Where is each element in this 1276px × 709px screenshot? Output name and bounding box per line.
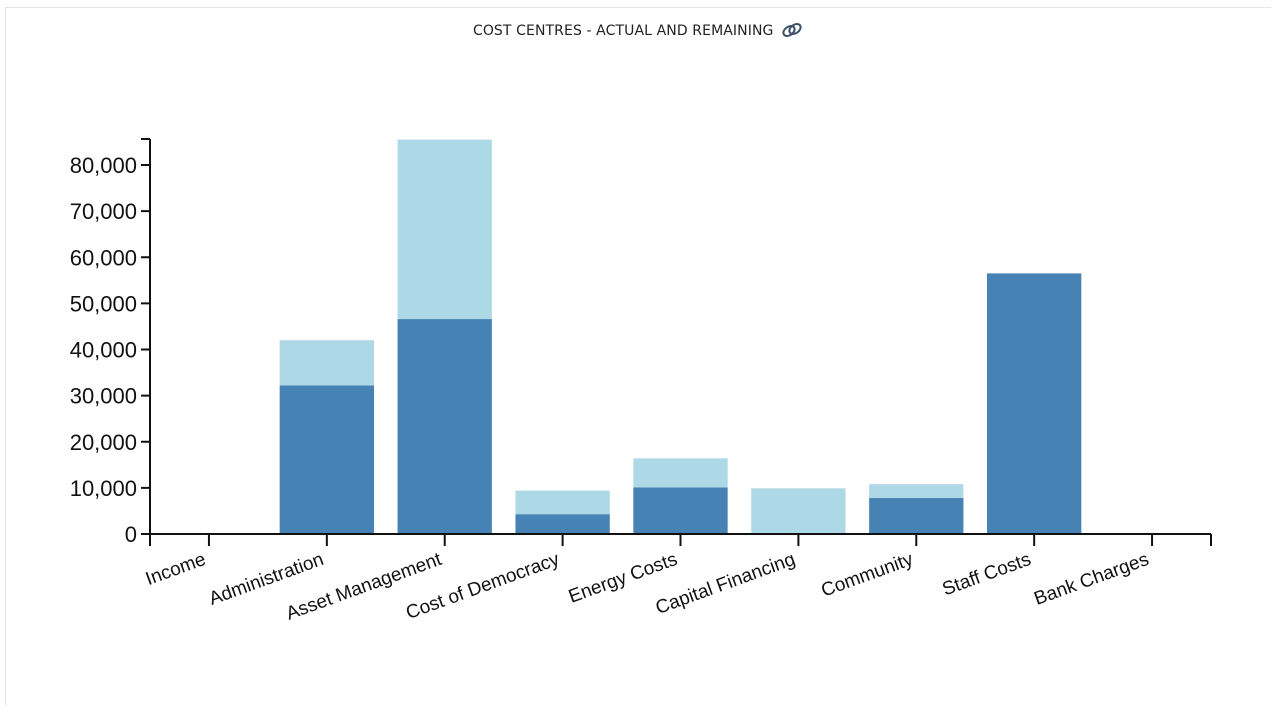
bar-actual-energy-costs bbox=[633, 487, 728, 534]
bar-remaining-energy-costs bbox=[633, 458, 728, 488]
x-tick-label: Staff Costs bbox=[940, 549, 1034, 600]
y-tick-label: 50,000 bbox=[70, 291, 137, 316]
y-tick-label: 40,000 bbox=[70, 338, 137, 363]
bar-actual-community bbox=[869, 498, 964, 534]
y-tick-label: 0 bbox=[125, 522, 137, 547]
bar-remaining-asset-management bbox=[397, 139, 492, 320]
x-tick-label: Income bbox=[143, 549, 209, 590]
bar-remaining-capital-financing bbox=[751, 488, 846, 534]
bar-remaining-administration bbox=[279, 340, 374, 386]
x-tick-label: Bank Charges bbox=[1031, 549, 1151, 610]
y-tick-label: 80,000 bbox=[70, 153, 137, 178]
y-tick-label: 10,000 bbox=[70, 476, 137, 501]
bar-actual-asset-management bbox=[397, 319, 492, 534]
bar-actual-cost-of-democracy bbox=[515, 514, 610, 534]
y-tick-label: 20,000 bbox=[70, 430, 137, 455]
x-tick-label: Community bbox=[819, 549, 917, 602]
link-icon[interactable] bbox=[781, 22, 803, 42]
bar-actual-staff-costs bbox=[987, 273, 1082, 534]
chart-title-row: COST CENTRES - ACTUAL AND REMAINING bbox=[0, 22, 1276, 42]
bar-actual-administration bbox=[279, 385, 374, 534]
bar-remaining-cost-of-democracy bbox=[515, 490, 610, 515]
y-tick-label: 30,000 bbox=[70, 384, 137, 409]
bar-remaining-community bbox=[869, 484, 964, 499]
chart-panel bbox=[5, 7, 1271, 706]
y-tick-label: 60,000 bbox=[70, 245, 137, 270]
chart-title: COST CENTRES - ACTUAL AND REMAINING bbox=[472, 23, 774, 39]
y-tick-label: 70,000 bbox=[70, 199, 137, 224]
